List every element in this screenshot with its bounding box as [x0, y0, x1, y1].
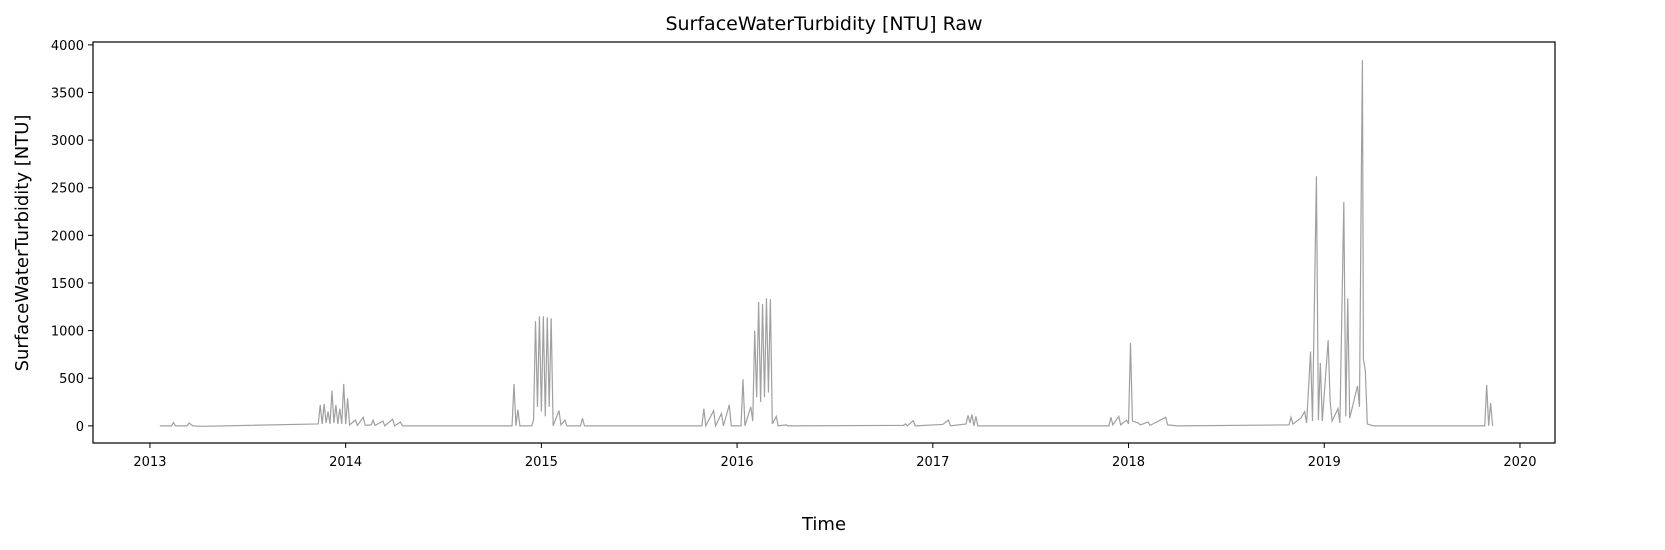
y-tick-label: 500	[59, 372, 84, 387]
x-tick-label: 2019	[1308, 455, 1341, 470]
y-tick-label: 1000	[51, 325, 84, 340]
x-tick-label: 2018	[1112, 455, 1145, 470]
plot-frame	[92, 41, 1556, 444]
chart-title: SurfaceWaterTurbidity [NTU] Raw	[665, 13, 982, 35]
y-tick-label: 2500	[51, 182, 84, 197]
x-tick-label: 2017	[916, 455, 949, 470]
x-tick-label: 2016	[721, 455, 754, 470]
y-tick-label: 3000	[51, 134, 84, 149]
y-axis-label: SurfaceWaterTurbidity [NTU]	[12, 115, 33, 372]
y-tick-label: 2000	[51, 229, 84, 244]
x-tick-label: 2014	[329, 455, 362, 470]
x-tick-label: 2015	[525, 455, 558, 470]
y-tick-label: 3500	[51, 86, 84, 101]
data-line	[159, 60, 1494, 428]
y-tick-label: 4000	[51, 39, 84, 54]
x-tick-label: 2013	[133, 455, 166, 470]
x-tick-label: 2020	[1503, 455, 1536, 470]
y-tick-label: 0	[76, 420, 84, 435]
x-axis-label: Time	[801, 514, 846, 535]
y-tick-label: 1500	[51, 277, 84, 292]
